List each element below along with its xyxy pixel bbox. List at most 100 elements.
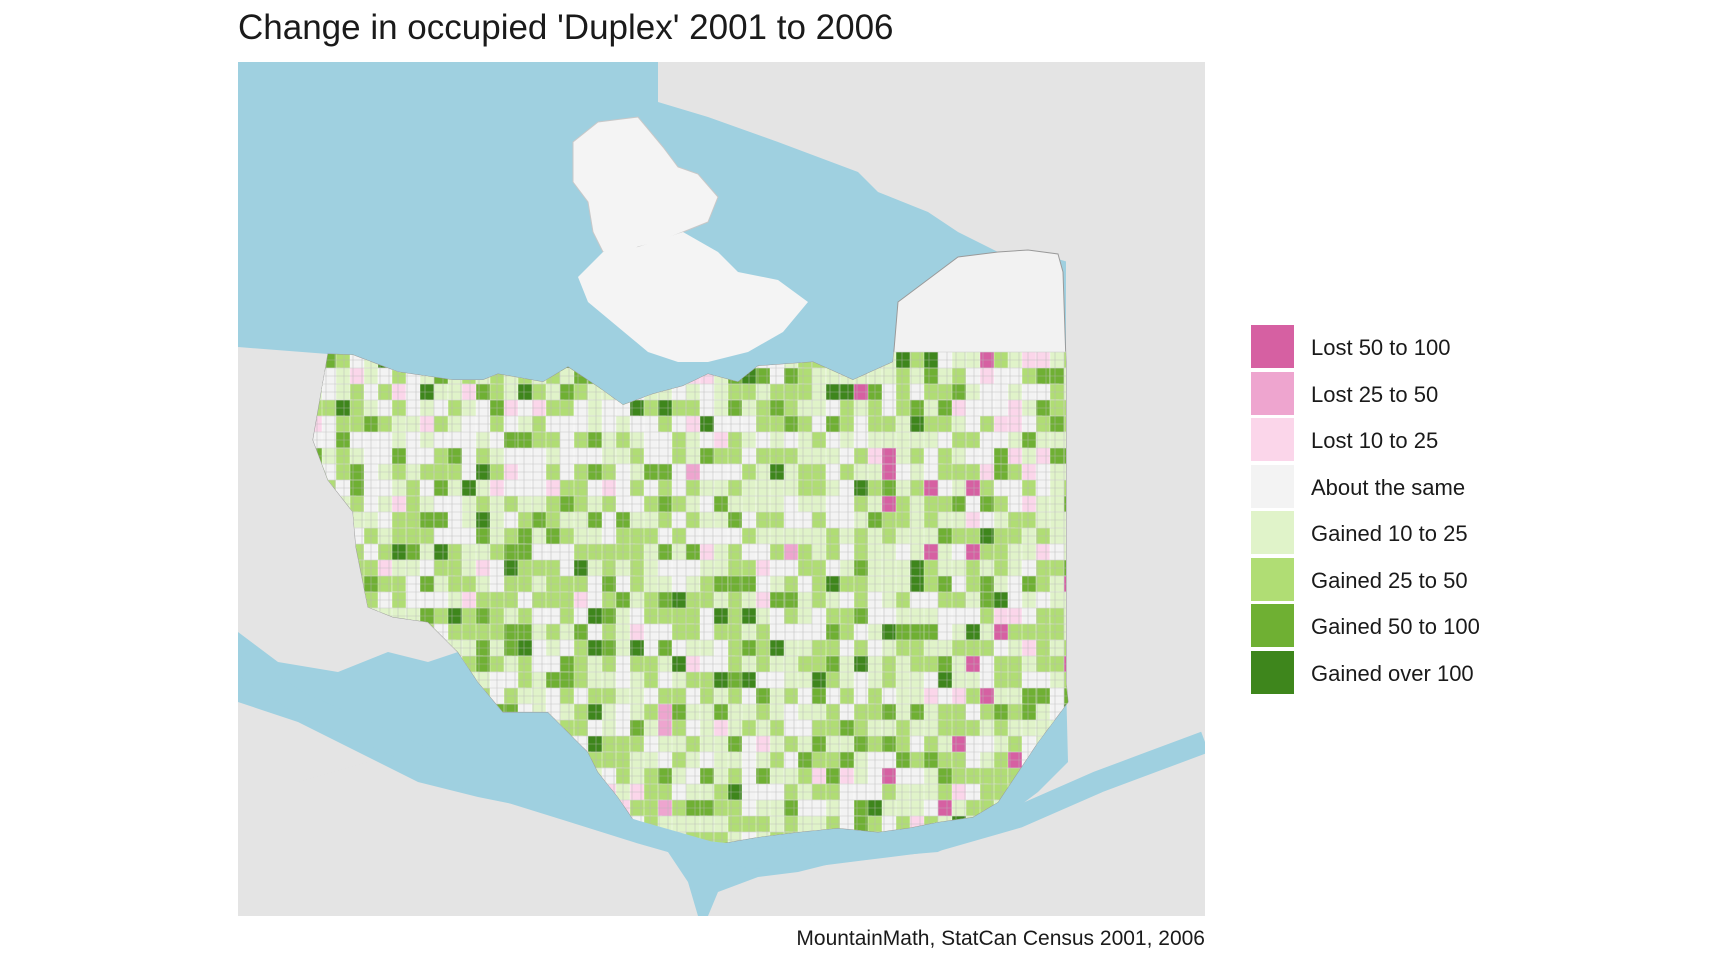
legend-swatch [1250, 510, 1295, 555]
tract-cell [769, 543, 786, 562]
tract-cell [391, 415, 409, 434]
tract-cell [643, 655, 661, 674]
choropleth-map[interactable] [238, 62, 1205, 916]
tract-cell [727, 751, 745, 770]
legend-label: Gained 50 to 100 [1311, 614, 1480, 639]
downtown-peninsula [578, 232, 808, 362]
tract-cell [685, 703, 701, 723]
tract-cell [489, 495, 507, 514]
tract-cell [741, 655, 758, 675]
tract-cell [713, 479, 730, 499]
tract-cell [951, 751, 969, 771]
tract-cell [545, 687, 562, 707]
legend-swatch [1250, 370, 1295, 416]
tract-cell [755, 703, 773, 723]
tract-cell [629, 703, 647, 722]
tract-cell [657, 495, 673, 514]
legend-label: Gained 10 to 25 [1311, 521, 1468, 546]
tract-cell [839, 783, 856, 802]
legend-swatch [1250, 324, 1295, 369]
tract-cell [419, 511, 435, 531]
legend-swatch [1250, 463, 1295, 509]
tract-cell [909, 479, 925, 498]
tract-cell [811, 367, 827, 386]
tract-cell [363, 383, 381, 402]
tract-cell [1049, 559, 1067, 578]
tract-cell [559, 383, 577, 403]
tract-cell [433, 431, 451, 450]
tract-cell [685, 383, 702, 403]
tract-cell [937, 511, 955, 531]
tract-cell [1049, 367, 1067, 387]
legend-label: Lost 10 to 25 [1311, 428, 1439, 453]
tract-cell [783, 639, 800, 658]
tract-cell [1021, 511, 1037, 531]
tract-cell [979, 751, 997, 771]
chart-title: Change in occupied 'Duplex' 2001 to 2006 [238, 8, 894, 47]
west-land [238, 347, 458, 672]
tract-cell [517, 543, 533, 563]
legend-label: Lost 25 to 50 [1311, 381, 1439, 407]
legend-swatch [1250, 556, 1295, 602]
tract-cell [727, 399, 744, 419]
legend-swatch [1250, 603, 1295, 648]
legend-label: Gained over 100 [1311, 660, 1474, 686]
tract-cell [601, 751, 619, 770]
tract-cell [881, 735, 899, 754]
tract-cell [867, 799, 884, 818]
tract-cell [1021, 687, 1038, 707]
tract-cell [839, 479, 856, 499]
tract-cell [1035, 623, 1053, 643]
tract-cell [615, 527, 632, 547]
tract-cell [811, 767, 828, 786]
fraser-river [238, 652, 1205, 872]
tract-cell [909, 671, 927, 691]
legend-label: About the same [1311, 474, 1466, 500]
tract-cell [587, 687, 603, 706]
tract-cell [895, 559, 911, 578]
tract-cell [699, 479, 715, 498]
tract-cell [615, 495, 633, 515]
tract-cell [1049, 495, 1067, 515]
tract-cell [517, 575, 534, 595]
tract-cell [853, 719, 871, 739]
tract-cell [657, 639, 674, 658]
tract-cell [825, 463, 843, 483]
legend-swatch [1250, 649, 1295, 695]
south-land-2 [708, 762, 1205, 916]
south-land [238, 702, 698, 916]
tract-cell [461, 559, 477, 578]
tract-cell [657, 735, 675, 755]
tract-cell [391, 383, 407, 402]
tract-cell [503, 607, 521, 627]
legend-swatch [1250, 417, 1295, 462]
tract-cell [391, 431, 409, 450]
tract-cell [545, 415, 562, 434]
tract-cell [979, 783, 997, 803]
tract-cell [685, 607, 703, 627]
tract-cell [853, 543, 870, 563]
tract-cell [391, 399, 408, 419]
caption: MountainMath, StatCan Census 2001, 2006 [796, 927, 1205, 950]
legend-label: Gained 25 to 50 [1311, 567, 1468, 593]
tract-cell [559, 399, 575, 419]
tract-cell [335, 415, 351, 434]
tract-cell [797, 447, 813, 467]
tract-cell [755, 399, 773, 418]
tract-cell [881, 799, 899, 818]
tract-cell [741, 703, 759, 722]
tract-cell [783, 751, 800, 770]
tract-cell [769, 367, 785, 387]
tract-cell [1035, 607, 1051, 626]
tract-cell [615, 623, 632, 642]
tract-cell [531, 511, 548, 530]
tract-cell [993, 671, 1011, 691]
tract-cell [643, 719, 661, 738]
tract-cell [937, 575, 953, 594]
tract-cell [853, 687, 870, 706]
tract-cell [727, 415, 744, 435]
tract-cell [993, 399, 1011, 418]
tract-cell [937, 799, 953, 819]
tract-cell [559, 591, 575, 611]
legend-label: Lost 50 to 100 [1311, 335, 1451, 360]
